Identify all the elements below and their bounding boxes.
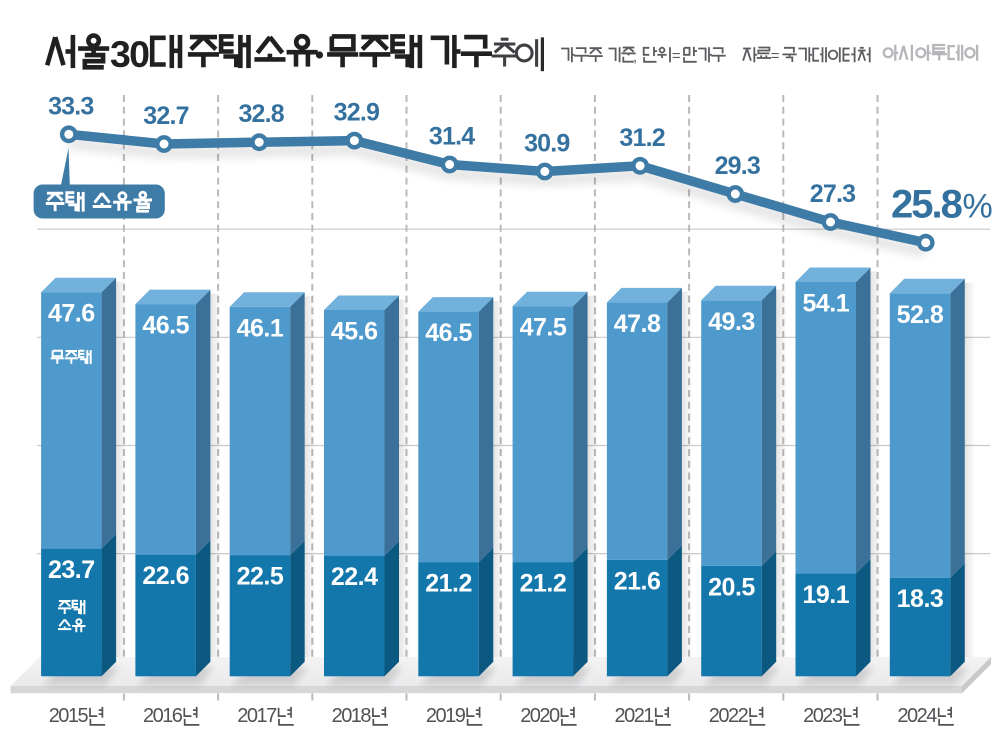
svg-text:22.6: 22.6: [142, 562, 189, 590]
svg-text:1: 1: [643, 705, 654, 727]
svg-text:33.3: 33.3: [48, 92, 93, 120]
svg-text:0: 0: [436, 705, 447, 727]
svg-text:45.6: 45.6: [331, 318, 378, 346]
svg-text:3: 3: [832, 705, 843, 727]
svg-text:2: 2: [332, 705, 343, 727]
svg-text:0: 0: [624, 705, 635, 727]
svg-text:0: 0: [58, 705, 69, 727]
svg-text:0: 0: [549, 705, 560, 727]
svg-text:2: 2: [634, 705, 645, 727]
svg-text:2: 2: [822, 705, 833, 727]
svg-text:1: 1: [162, 705, 173, 727]
svg-text:0: 0: [153, 705, 164, 727]
svg-text:46.5: 46.5: [142, 312, 189, 340]
svg-text:2: 2: [897, 705, 908, 727]
svg-text:7: 7: [266, 705, 277, 727]
svg-text:2: 2: [426, 705, 437, 727]
svg-text:2: 2: [49, 705, 60, 727]
svg-text:32.8: 32.8: [238, 100, 284, 128]
svg-text:20.5: 20.5: [708, 573, 755, 601]
svg-text:,: ,: [633, 49, 637, 66]
svg-text:6: 6: [172, 705, 183, 727]
svg-text:32.7: 32.7: [143, 102, 188, 130]
svg-text:=: =: [672, 48, 681, 65]
svg-text:46.1: 46.1: [237, 314, 284, 342]
svg-text:29.3: 29.3: [715, 152, 760, 180]
svg-text:0: 0: [247, 705, 258, 727]
svg-text:%: %: [963, 188, 993, 226]
svg-text:0: 0: [907, 705, 918, 727]
svg-text:5: 5: [78, 705, 89, 727]
svg-text:2: 2: [237, 705, 248, 727]
svg-text:30: 30: [110, 33, 149, 75]
svg-text:31.2: 31.2: [619, 124, 664, 152]
svg-text:2: 2: [803, 705, 814, 727]
svg-text:2: 2: [728, 705, 739, 727]
svg-text:30.9: 30.9: [524, 130, 569, 158]
svg-text:2: 2: [615, 705, 626, 727]
svg-text:32.9: 32.9: [334, 99, 379, 127]
svg-text:22.4: 22.4: [331, 563, 378, 591]
svg-text:0: 0: [718, 705, 729, 727]
svg-text:=: =: [771, 48, 780, 65]
svg-text:23.7: 23.7: [48, 556, 95, 584]
svg-text:2: 2: [539, 705, 550, 727]
svg-text:1: 1: [351, 705, 362, 727]
svg-text:25.8: 25.8: [891, 183, 963, 227]
svg-text:2: 2: [143, 705, 154, 727]
svg-text:31.4: 31.4: [429, 123, 475, 151]
svg-text:4: 4: [926, 705, 937, 727]
svg-text:27.3: 27.3: [810, 180, 855, 208]
svg-text:2: 2: [917, 705, 928, 727]
svg-text:1: 1: [68, 705, 79, 727]
svg-text:47.6: 47.6: [48, 300, 95, 328]
svg-text:0: 0: [530, 705, 541, 727]
svg-text:49.3: 49.3: [708, 308, 755, 336]
svg-text:2: 2: [738, 705, 749, 727]
svg-text:18.3: 18.3: [897, 585, 944, 613]
svg-text:54.1: 54.1: [802, 290, 849, 318]
svg-text:0: 0: [813, 705, 824, 727]
svg-text:8: 8: [360, 705, 371, 727]
svg-text:1: 1: [445, 705, 456, 727]
svg-text:22.5: 22.5: [237, 563, 284, 591]
svg-text:2: 2: [709, 705, 720, 727]
svg-text:46.5: 46.5: [425, 319, 472, 347]
svg-text:0: 0: [341, 705, 352, 727]
svg-text:21.2: 21.2: [520, 570, 567, 598]
svg-text:21.6: 21.6: [614, 567, 661, 595]
svg-text:47.5: 47.5: [520, 314, 567, 342]
svg-text:19.1: 19.1: [802, 581, 849, 609]
svg-text:9: 9: [455, 705, 466, 727]
svg-text:2: 2: [520, 705, 531, 727]
svg-text:47.8: 47.8: [614, 310, 661, 338]
svg-text:52.8: 52.8: [897, 301, 944, 329]
svg-text:21.2: 21.2: [425, 570, 472, 598]
svg-text:1: 1: [257, 705, 268, 727]
